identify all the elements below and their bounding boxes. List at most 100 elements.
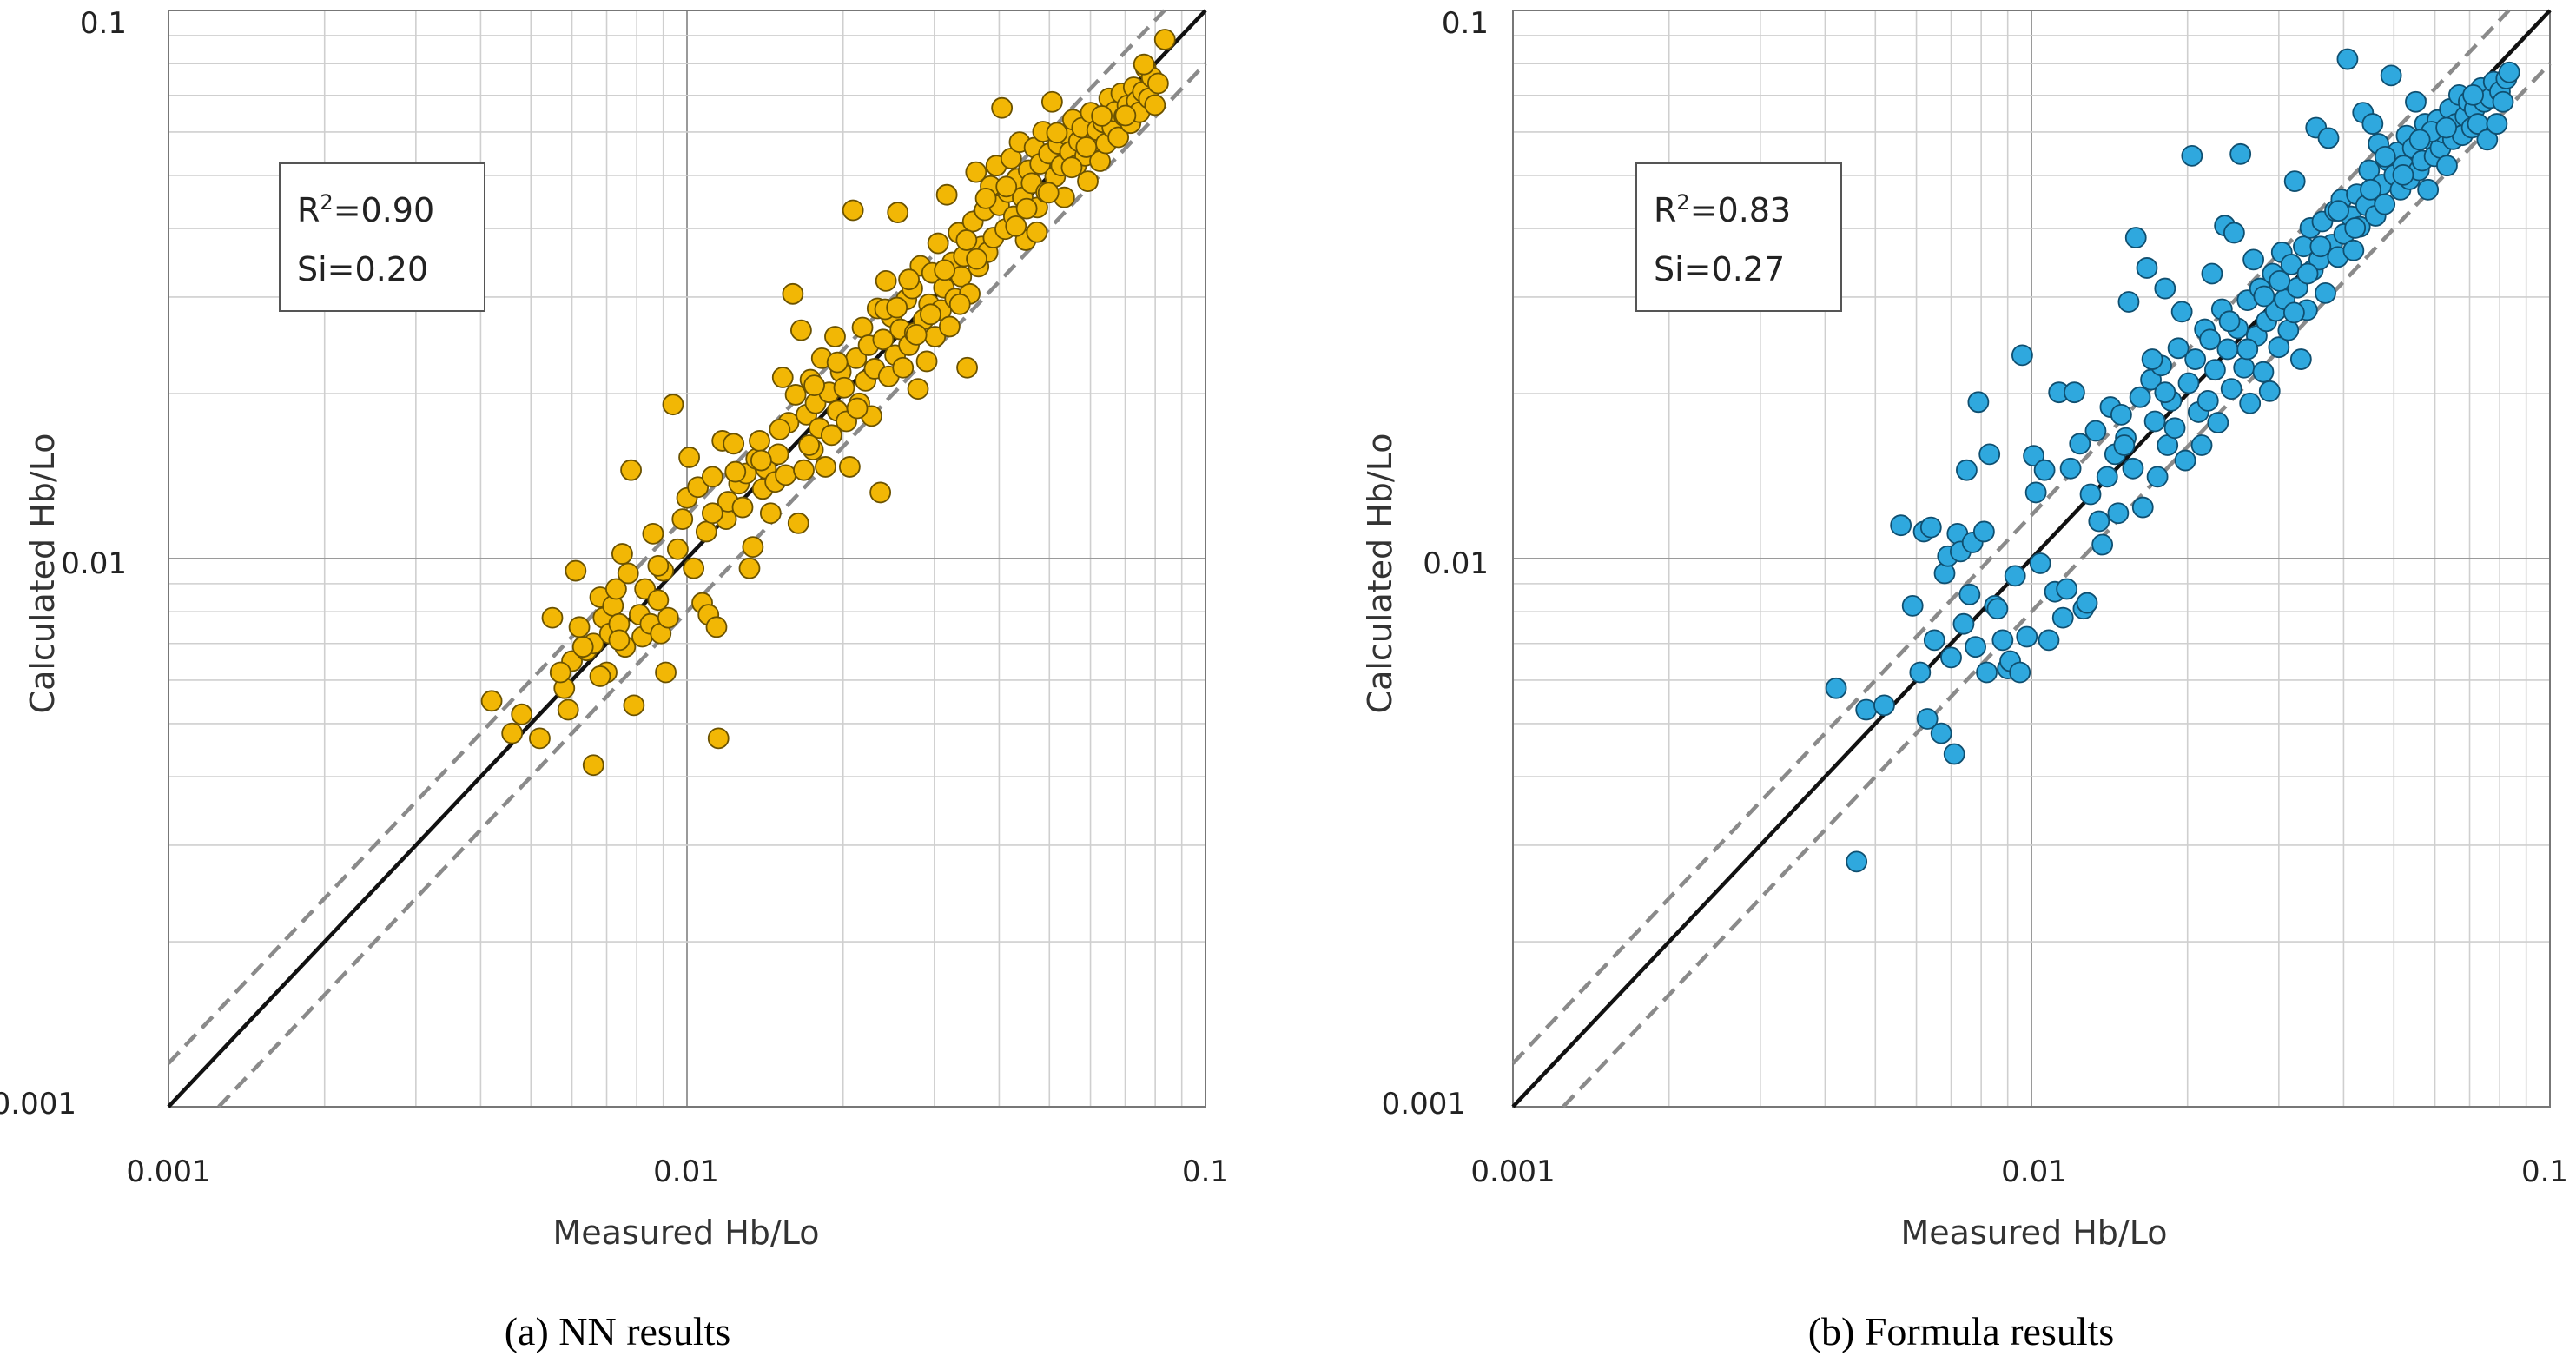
data-point [1144,94,1166,116]
data-point [2131,496,2154,519]
data-point [887,202,909,223]
data-point [2110,403,2132,426]
data-point [738,557,761,579]
data-point [995,175,1018,198]
stats-box: R2=0.90 Si=0.20 [279,162,485,312]
data-point [1972,520,1995,543]
data-point [1846,850,1868,873]
data-point [723,433,745,455]
data-point [642,523,664,545]
data-point [2023,445,2044,467]
data-point [2498,61,2520,83]
x-axis-title: Measured Hb/Lo [553,1214,820,1252]
data-point [2029,552,2051,574]
data-point [905,324,928,346]
data-point [2076,592,2098,614]
data-point [869,481,892,504]
data-point [647,554,670,577]
data-point [991,96,1014,119]
x-tick-label: 0.1 [1182,1155,1229,1189]
data-point [1976,661,1998,684]
data-point [662,394,684,416]
data-point [2154,381,2176,404]
data-point [2056,578,2078,600]
data-point [771,367,794,388]
data-point [2084,420,2107,442]
data-point [1015,197,1038,220]
data-point [2146,466,2169,488]
r-squared-value: =0.83 [1690,191,1791,229]
r-squared-superscript: 2 [1676,190,1689,215]
data-point [2309,235,2332,258]
data-point [1967,391,1990,414]
data-point [678,447,700,468]
data-point [549,661,571,684]
x-tick-label: 0.001 [1470,1155,1555,1189]
data-point [589,665,611,687]
data-point [2252,361,2275,383]
data-point [1091,105,1113,127]
scatter-index: Si=0.20 [297,250,428,288]
data-point [2163,417,2186,440]
data-point [571,636,594,658]
data-point [2486,113,2508,135]
r-squared: R2=0.90 [297,190,434,229]
y-tick-label: 0.1 [1442,6,1489,41]
data-point [803,374,825,397]
data-point [541,606,564,629]
data-point [2167,337,2190,360]
data-point [1153,29,1176,50]
stats-box-frame [1635,162,1842,312]
data-point [667,538,689,560]
data-point [1952,612,1975,635]
data-point [2315,282,2336,304]
data-point [1978,443,2001,466]
data-point [2405,90,2427,113]
data-point [2239,392,2262,414]
data-point [790,319,812,341]
data-point [529,727,551,750]
data-point [2009,661,2031,684]
data-point [2196,389,2219,412]
data-point [731,496,754,519]
data-point [2289,348,2312,370]
data-point [1133,53,1155,76]
data-point [2069,433,2091,455]
data-point [671,508,694,531]
data-point [620,459,642,481]
data-point [501,722,524,744]
data-point [1956,459,1978,481]
data-point [611,543,633,565]
data-point [1855,698,1878,721]
data-point [793,459,815,481]
data-point [2129,386,2151,408]
data-point [1075,136,1098,158]
r-squared-value: =0.90 [334,191,434,229]
data-point [2124,227,2147,248]
data-point [1909,661,1932,684]
data-point [948,293,971,315]
data-point [2296,262,2319,285]
data-point [2258,380,2281,402]
data-point [826,351,849,374]
data-point [2024,481,2047,504]
data-point [2011,344,2033,367]
data-point [2328,200,2349,222]
data-point [2344,217,2367,239]
data-point [2336,48,2359,70]
data-point [2361,113,2384,135]
y-tick-label: 0.001 [0,1087,76,1121]
data-point [605,578,627,600]
data-point [872,328,895,351]
data-point [657,606,679,629]
data-point [1146,72,1169,95]
data-point [1060,156,1083,179]
data-point [2177,372,2200,394]
data-point [935,183,958,206]
data-point [2253,285,2275,308]
y-axis-title: Calculated Hb/Lo [1361,433,1399,714]
data-point [2122,457,2144,480]
data-point [1873,694,1895,717]
data-point [1825,677,1847,699]
data-point [1930,722,1952,744]
